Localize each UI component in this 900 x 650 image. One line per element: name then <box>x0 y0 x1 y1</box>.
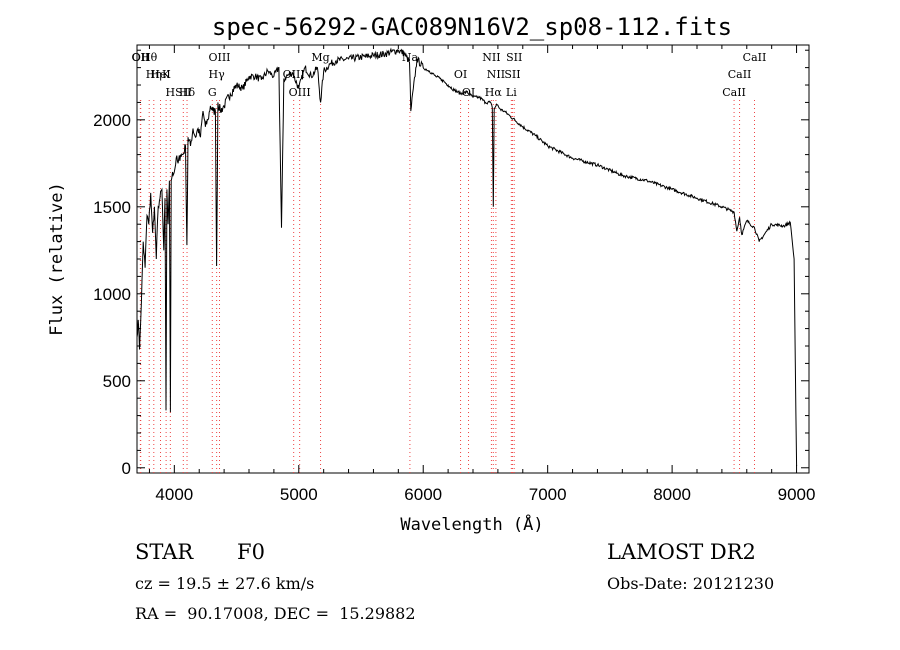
y-tick-label: 0 <box>122 459 131 478</box>
line-markers <box>139 100 755 473</box>
object-type: STAR <box>135 540 194 564</box>
x-tick-label: 6000 <box>404 485 442 504</box>
x-axis: 4000 5000 6000 7000 8000 9000 <box>148 45 816 504</box>
line-label: OIII <box>289 86 311 99</box>
x-tick-label: 9000 <box>778 485 816 504</box>
line-label: CaII <box>722 86 746 99</box>
coordinates: RA = 90.17008, DEC = 15.29882 <box>135 604 416 623</box>
line-label: CaII <box>728 68 752 81</box>
y-tick-label: 500 <box>103 372 131 391</box>
line-label: Hδ <box>179 86 196 99</box>
survey-label: LAMOST DR2 <box>607 540 756 564</box>
y-axis-label: Flux (relative) <box>47 182 67 336</box>
y-tick-label: 2000 <box>93 111 131 130</box>
x-tick-label: 8000 <box>653 485 691 504</box>
line-label: OII <box>132 51 150 64</box>
line-label: SII <box>506 51 522 64</box>
line-label: Mg <box>311 51 329 64</box>
spectral-subclass: F0 <box>237 540 265 564</box>
x-tick-label: 5000 <box>280 485 318 504</box>
x-tick-label: 7000 <box>529 485 567 504</box>
line-label: Hη <box>146 68 162 81</box>
line-label: CaII <box>743 51 767 64</box>
line-label: NII <box>482 51 500 64</box>
y-axis: 0 500 1000 1500 2000 <box>93 49 809 478</box>
line-label: Hγ <box>209 68 226 81</box>
y-tick-label: 1500 <box>93 198 131 217</box>
line-label: NII <box>487 68 505 81</box>
line-label: H <box>166 86 176 99</box>
line-labels: HθKHδOIIHeISIIOIIHηHOIIIHγGMgOIIIOIIINaO… <box>132 51 767 99</box>
spectrum-line <box>136 47 798 467</box>
x-axis-label: Wavelength (Å) <box>400 513 543 535</box>
line-label: Hα <box>485 86 503 99</box>
obs-date: Obs-Date: 20121230 <box>607 574 775 593</box>
line-label: K <box>162 68 171 81</box>
line-label: OI <box>454 68 467 81</box>
line-label: G <box>208 86 217 99</box>
line-label: Hθ <box>141 51 158 64</box>
line-label: SII <box>175 86 191 99</box>
chart-title: spec-56292-GAC089N16V2_sp08-112.fits <box>212 13 732 41</box>
line-label: OIII <box>208 51 230 64</box>
plot-frame <box>136 44 810 474</box>
line-label: HeI <box>150 68 170 81</box>
line-label: Li <box>506 86 517 99</box>
redshift-value: cz = 19.5 ± 27.6 km/s <box>135 574 315 593</box>
line-label: OII <box>132 51 150 64</box>
x-tick-label: 4000 <box>155 485 193 504</box>
y-tick-label: 1000 <box>93 285 131 304</box>
line-label: SII <box>504 68 520 81</box>
